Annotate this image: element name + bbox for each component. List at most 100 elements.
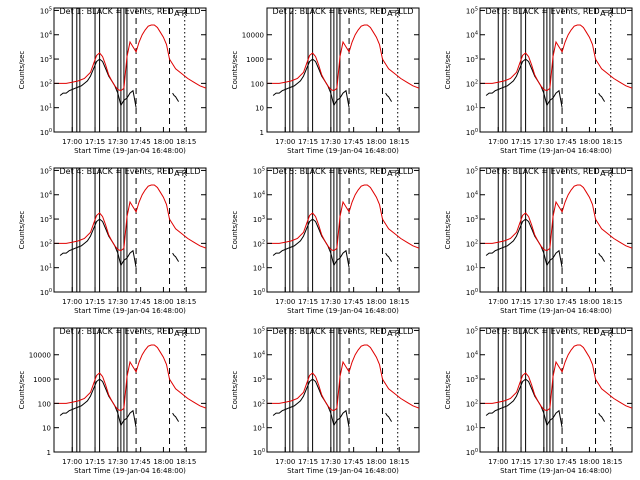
y-tick-label: 101: [40, 264, 52, 273]
y-tick-label: 104: [466, 31, 478, 40]
x-tick-label: 18:00: [153, 138, 173, 146]
y-tick-label: 100: [251, 80, 264, 88]
legend-mark: R: [182, 329, 188, 338]
events-series-line: [272, 58, 350, 108]
legend-mark: R: [395, 169, 401, 178]
x-tick-label: 18:00: [153, 298, 173, 306]
panel-title: Det 9: BLACK = Events, RED = LLD: [486, 327, 627, 336]
y-tick-label: 104: [253, 191, 265, 200]
plot-frame: [479, 7, 633, 133]
y-tick-label: 101: [253, 264, 265, 273]
y-tick-label: 102: [466, 399, 478, 408]
events-series-line-tail: [385, 92, 393, 102]
y-tick-label: 101: [40, 104, 52, 113]
lld-series-line: [54, 344, 206, 412]
x-tick-label: 17:45: [344, 458, 364, 466]
y-tick-label: 103: [40, 55, 52, 64]
y-tick-label: 104: [466, 351, 478, 360]
y-tick-label: 100: [253, 288, 265, 297]
x-tick-label: 17:15: [511, 298, 531, 306]
x-tick-label: 17:00: [62, 138, 82, 146]
y-axis-label: Counts/sec: [444, 371, 452, 410]
x-tick-label: 17:00: [488, 458, 508, 466]
events-series-line-tail: [172, 252, 180, 262]
x-tick-label: 17:30: [108, 298, 128, 306]
x-tick-label: 17:00: [488, 138, 508, 146]
plot-area: [54, 328, 206, 452]
x-tick-label: 17:30: [321, 138, 341, 146]
legend-mark: R: [182, 169, 188, 178]
y-tick-label: 103: [253, 375, 265, 384]
panel-title: Det 8: BLACK = Events, RED = LLD: [273, 327, 414, 336]
plot-frame: [53, 7, 207, 133]
y-tick-label: 1000: [246, 56, 264, 64]
y-tick-label: 103: [466, 375, 478, 384]
x-tick-label: 17:15: [85, 458, 105, 466]
x-tick-label: 17:30: [108, 458, 128, 466]
x-tick-label: 18:00: [366, 458, 386, 466]
legend-mark: A: [387, 169, 393, 178]
x-tick-label: 18:00: [579, 138, 599, 146]
events-series-line-tail: [172, 412, 180, 422]
y-tick-label: 105: [40, 6, 52, 15]
plot-frame: [53, 327, 207, 453]
x-tick-label: 17:15: [85, 298, 105, 306]
plot-area: [267, 8, 419, 132]
x-tick-label: 17:15: [298, 138, 318, 146]
x-tick-label: 18:00: [153, 458, 173, 466]
events-series-line: [59, 218, 137, 268]
x-tick-label: 18:00: [366, 298, 386, 306]
panel-title: Det 7: BLACK = Events, RED = LLD: [60, 327, 201, 336]
y-tick-label: 100: [466, 448, 478, 457]
y-tick-label: 102: [253, 399, 265, 408]
y-tick-label: 1000: [33, 376, 51, 384]
y-tick-label: 100: [38, 400, 51, 408]
x-tick-label: 18:15: [389, 298, 409, 306]
plot-area: [267, 328, 419, 452]
y-tick-label: 101: [466, 264, 478, 273]
x-tick-label: 17:00: [275, 458, 295, 466]
y-tick-label: 102: [466, 79, 478, 88]
events-series-line-tail: [598, 252, 606, 262]
legend-mark: A: [600, 329, 606, 338]
events-series-line: [59, 378, 137, 428]
lld-series-line: [267, 344, 419, 412]
plot-area: [54, 168, 206, 292]
y-tick-label: 105: [40, 166, 52, 175]
y-axis-label: Counts/sec: [231, 51, 239, 90]
y-axis-label: Counts/sec: [18, 211, 26, 250]
events-series-line: [485, 378, 563, 428]
lld-series-line: [267, 24, 419, 92]
legend-mark: A: [600, 169, 606, 178]
x-tick-label: 17:00: [62, 298, 82, 306]
y-axis-label: Counts/sec: [18, 371, 26, 410]
plot-frame: [479, 327, 633, 453]
y-tick-label: 1: [47, 449, 51, 457]
x-axis-label: Start Time (19-Jan-04 16:48:00): [74, 467, 186, 475]
x-tick-label: 17:15: [298, 298, 318, 306]
panel-title: Det 1: BLACK = Events, RED = LLD: [60, 7, 201, 16]
lld-series-line: [267, 184, 419, 252]
y-axis-label: Counts/sec: [231, 211, 239, 250]
y-axis-label: Counts/sec: [231, 371, 239, 410]
events-series-line-tail: [598, 92, 606, 102]
x-tick-label: 17:45: [131, 138, 151, 146]
y-tick-label: 101: [466, 104, 478, 113]
x-tick-label: 18:15: [602, 458, 622, 466]
legend-mark: A: [600, 9, 606, 18]
events-series-line: [272, 218, 350, 268]
lld-series-line: [54, 184, 206, 252]
y-tick-label: 104: [40, 191, 52, 200]
y-tick-label: 100: [466, 288, 478, 297]
plot-area: [480, 168, 632, 292]
x-tick-label: 17:45: [344, 138, 364, 146]
x-tick-label: 17:45: [557, 138, 577, 146]
y-tick-label: 10: [255, 105, 264, 113]
panel-title: Det 5: BLACK = Events, RED = LLD: [273, 167, 414, 176]
plot-area: [480, 328, 632, 452]
